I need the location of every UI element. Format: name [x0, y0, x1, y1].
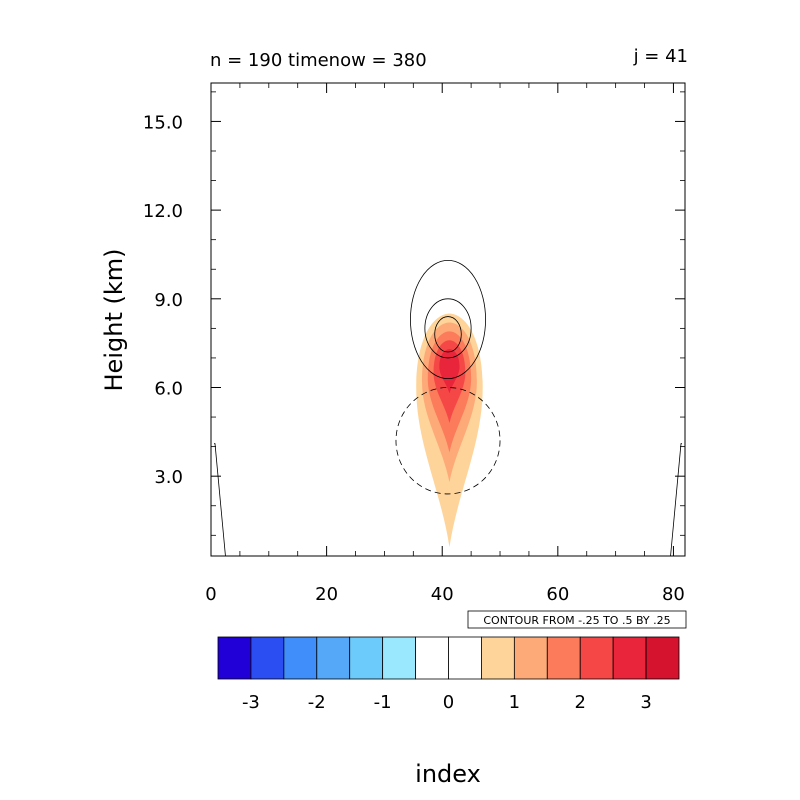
y-tick-label: 15.0	[143, 112, 183, 133]
colorbar-box-11	[546, 636, 581, 680]
x-tick-label: 60	[546, 584, 569, 605]
colorbar-label: 2	[574, 692, 585, 713]
colorbar-label: 1	[509, 692, 520, 713]
chart-title-right: j = 41	[633, 46, 688, 67]
colorbar-box-2	[250, 636, 285, 680]
x-tick-label: 80	[662, 584, 685, 605]
x-tick-label: 20	[315, 584, 338, 605]
terrain-right	[670, 443, 682, 557]
colorbar-box-12	[579, 636, 614, 680]
contour-line-3	[434, 316, 462, 353]
x-tick-label: 40	[431, 584, 454, 605]
colorbar-label: -2	[308, 692, 326, 713]
colorbar-label: -3	[242, 692, 260, 713]
colorbar-box-5	[349, 636, 384, 680]
contour-info-frame	[467, 610, 687, 629]
contour-info-text: CONTOUR FROM -.25 TO .5 BY .25	[483, 614, 670, 627]
colorbar: -3 -2 -1 0 1 2 3	[217, 636, 680, 713]
colorbar-box-4	[316, 636, 351, 680]
chart-title-left: n = 190 timenow = 380	[210, 50, 427, 71]
plot-area: 0 20 40 60 80 3.0 6.0 9.0 12.0 15.0	[143, 82, 686, 605]
y-tick-label: 6.0	[154, 378, 183, 399]
filled-contour-5	[439, 349, 460, 394]
line-contours	[395, 259, 501, 495]
x-axis-label: index	[415, 760, 481, 788]
contour-line-4	[395, 387, 501, 495]
colorbar-box-10	[513, 636, 548, 680]
colorbar-box-6	[382, 636, 416, 680]
terrain-left	[214, 443, 226, 557]
filled-contours	[416, 313, 483, 548]
contour-info-box: CONTOUR FROM -.25 TO .5 BY .25	[467, 610, 687, 629]
y-tick-label: 12.0	[143, 201, 183, 222]
terrain-lines	[214, 443, 682, 557]
colorbar-box-8	[448, 636, 482, 680]
y-tick-label: 9.0	[154, 290, 183, 311]
contour-line-1	[410, 259, 486, 380]
colorbar-box-9	[481, 636, 515, 680]
colorbar-label: 0	[443, 692, 454, 713]
colorbar-label: 3	[640, 692, 651, 713]
y-axis-label: Height (km)	[100, 249, 128, 392]
colorbar-box-14	[645, 636, 680, 680]
contour-line-2	[424, 298, 472, 359]
plot-frame	[210, 82, 686, 557]
colorbar-label: -1	[374, 692, 392, 713]
colorbar-box-1	[217, 636, 252, 680]
x-tick-label: 0	[205, 584, 216, 605]
y-tick-label: 3.0	[154, 467, 183, 488]
colorbar-box-7	[415, 636, 449, 680]
colorbar-box-13	[612, 636, 647, 680]
colorbar-box-3	[283, 636, 318, 680]
axis-ticks: 0 20 40 60 80 3.0 6.0 9.0 12.0 15.0	[143, 83, 685, 605]
